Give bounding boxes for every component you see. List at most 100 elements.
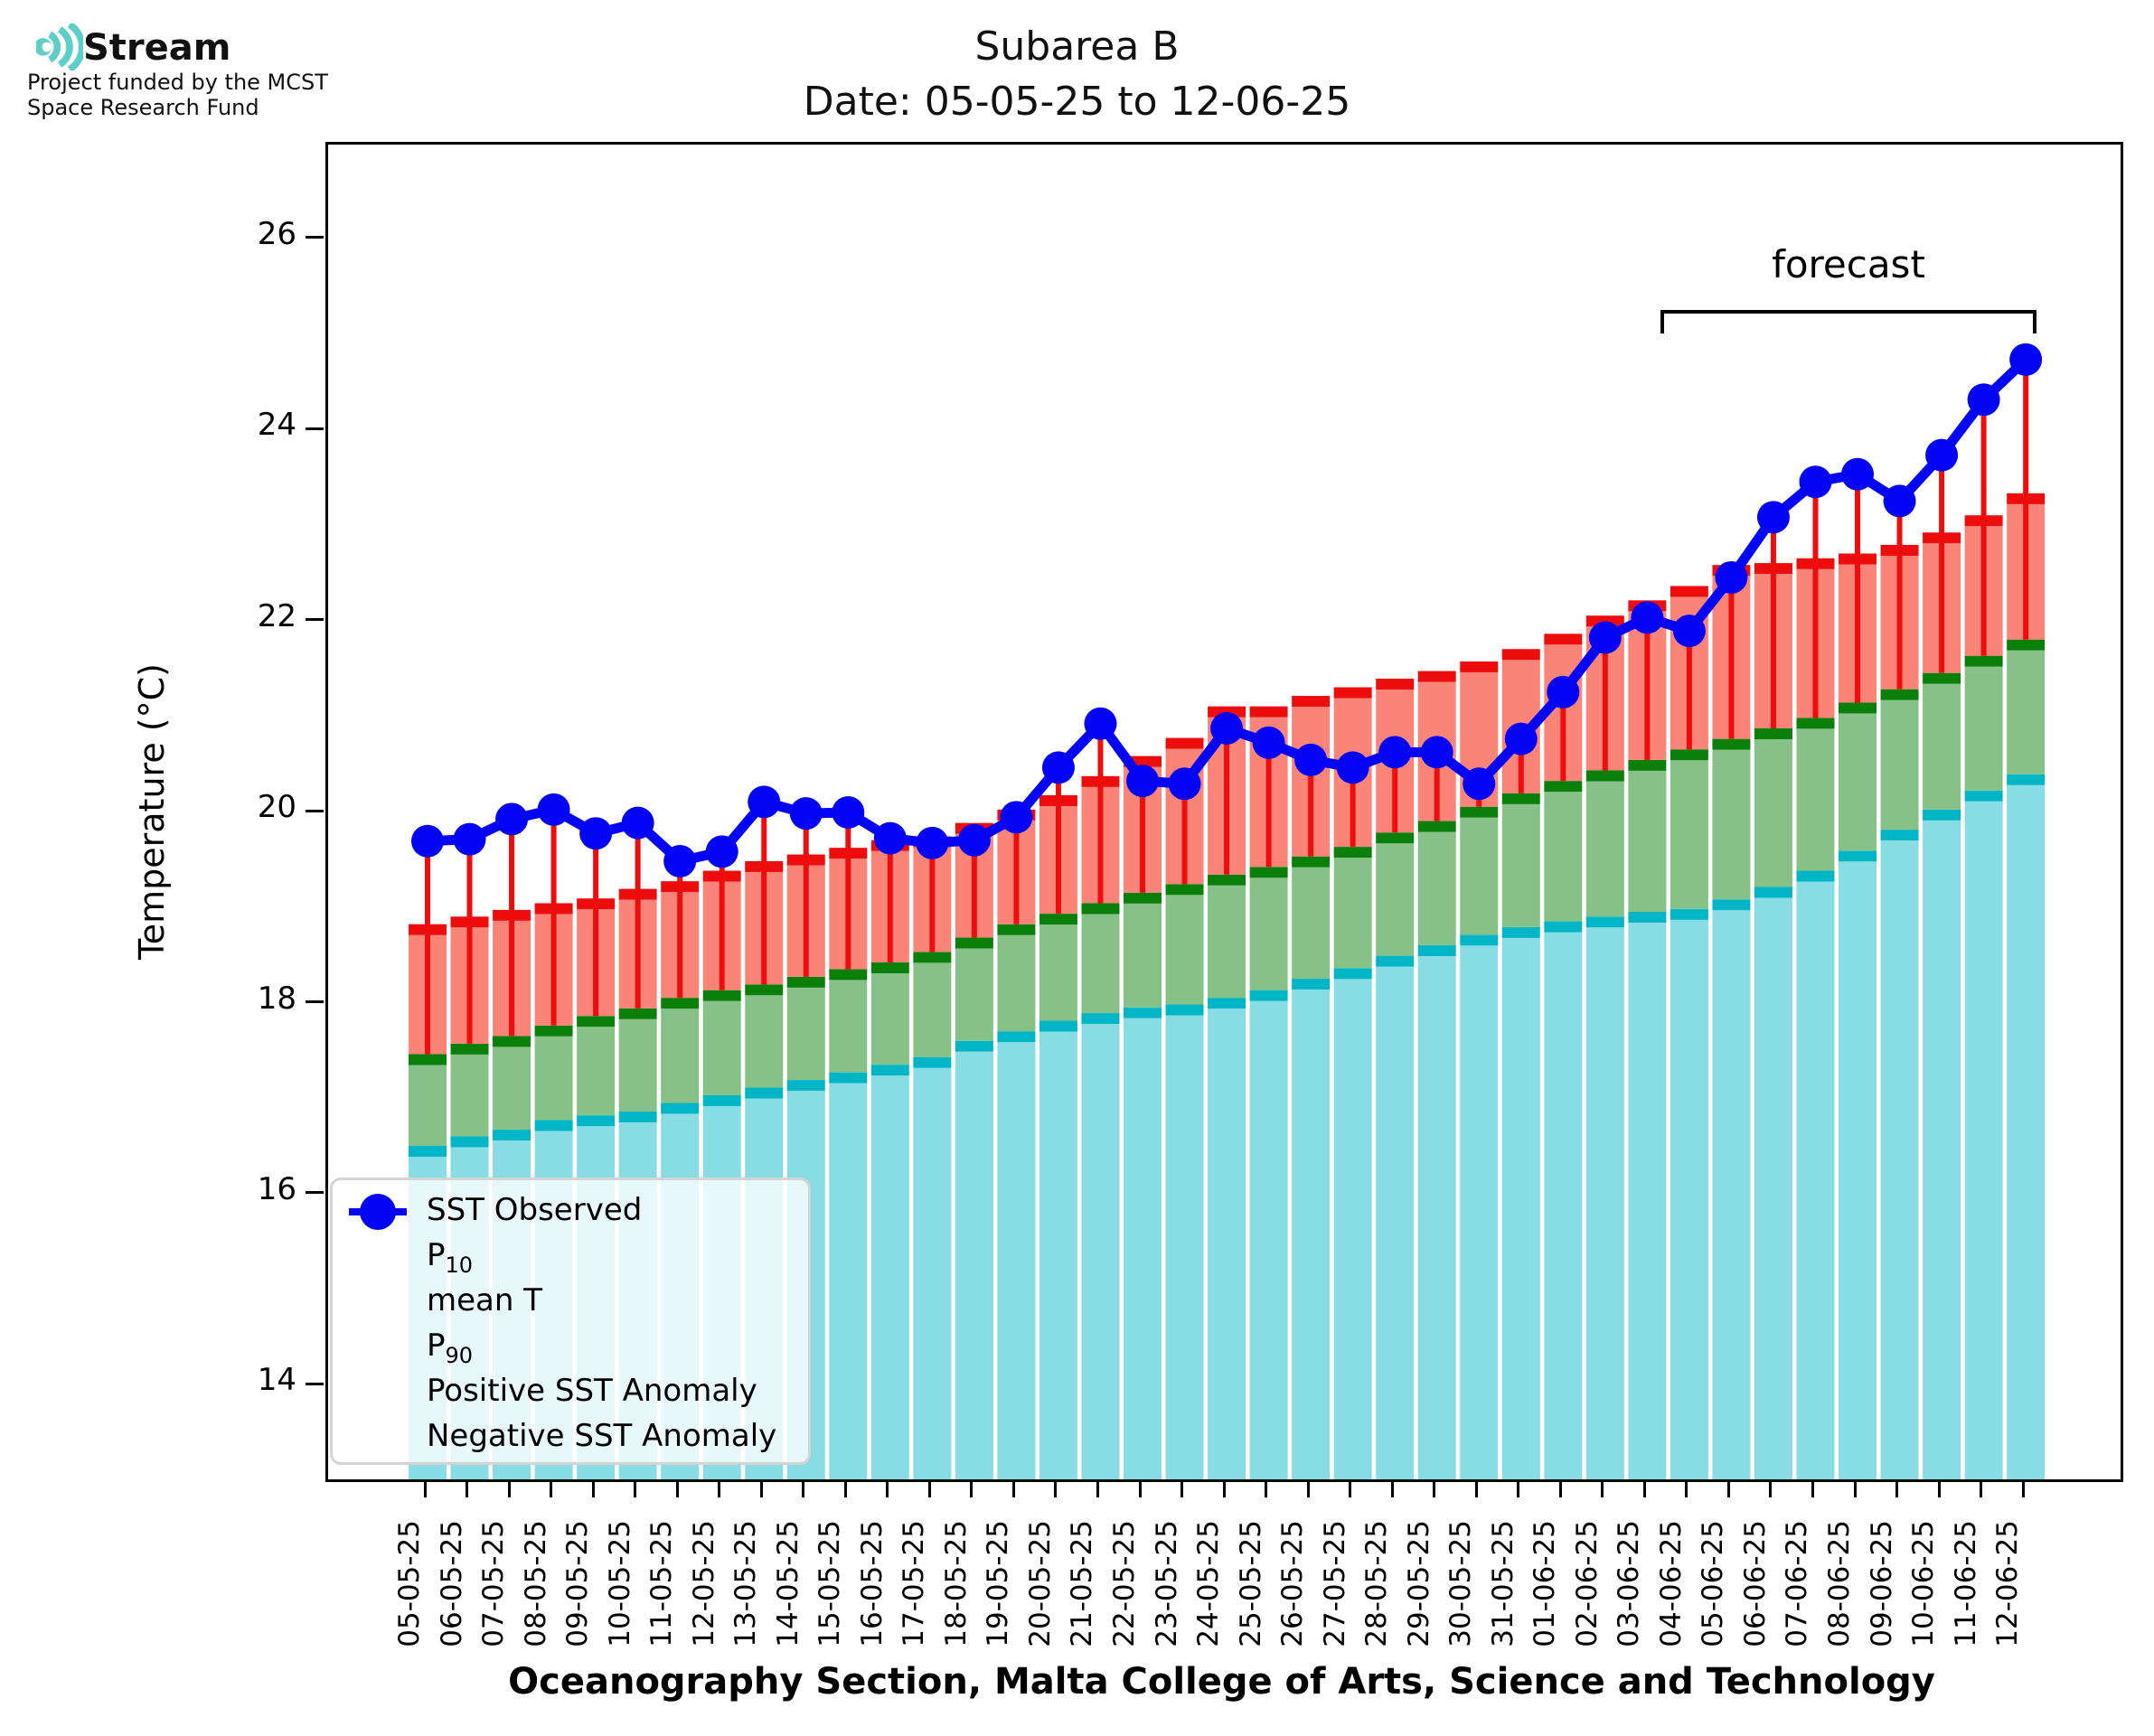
- bar-cap-mean: [1039, 914, 1077, 925]
- bar-cap-mean: [1081, 903, 1120, 915]
- bar-segment-mean: [661, 1009, 700, 1103]
- bar-segment-p10: [829, 1083, 868, 1479]
- bar-cap-mean: [1292, 856, 1331, 868]
- bar-segment-p10: [1165, 1015, 1204, 1479]
- sst-observed-marker: [1883, 484, 1916, 518]
- bar-segment-mean: [1585, 781, 1624, 917]
- bar-segment-mean: [745, 995, 784, 1088]
- sst-observed-marker: [1672, 615, 1706, 648]
- bar-cap-mean: [829, 969, 868, 981]
- bar-segment-mean: [1376, 843, 1415, 956]
- logo-tagline-line2: Space Research Fund: [27, 94, 259, 120]
- bar-segment-mean: [1208, 885, 1246, 999]
- bar-cap-p10: [702, 1094, 741, 1106]
- bar-cap-p10: [2007, 774, 2046, 785]
- bar-cap-p10: [1839, 850, 1877, 862]
- bar-segment-mean: [1501, 803, 1540, 927]
- sst-observed-marker: [1504, 722, 1538, 755]
- x-axis-tick: [1011, 1479, 1015, 1497]
- bar-cap-p10: [450, 1136, 489, 1148]
- chart-title: Subarea B Date: 05-05-25 to 12-06-25: [0, 20, 2154, 129]
- x-axis-tick: [507, 1479, 511, 1497]
- x-tick-label: 05-06-25: [1697, 1520, 1730, 1647]
- sst-observed-marker: [916, 826, 949, 859]
- x-tick-label: 18-05-25: [939, 1520, 973, 1647]
- x-tick-label: 21-05-25: [1066, 1520, 1099, 1647]
- bar-segment-mean: [1039, 924, 1077, 1021]
- bar-segment-p10: [1712, 910, 1751, 1479]
- bar-cap-p10: [1292, 978, 1331, 990]
- x-tick-label: 01-06-25: [1528, 1520, 1562, 1647]
- bar-cap-p10: [745, 1087, 784, 1099]
- chart-title-line2: Date: 05-05-25 to 12-06-25: [803, 78, 1351, 125]
- bar-cap-p10: [493, 1130, 531, 1141]
- bar-cap-p10: [1081, 1013, 1120, 1025]
- positive-anomaly-swatch-icon: [349, 1379, 407, 1406]
- bar-segment-mean: [534, 1036, 573, 1121]
- bar-segment-mean: [1964, 666, 2003, 791]
- sst-observed-marker: [1041, 751, 1075, 784]
- bar-segment-mean: [2007, 650, 2046, 774]
- bar-segment-mean: [577, 1027, 616, 1116]
- bar-cap-p10: [870, 1065, 909, 1076]
- bar-cap-p90: [1544, 633, 1583, 645]
- x-tick-label: 24-05-25: [1192, 1520, 1226, 1647]
- x-axis-tick: [1180, 1479, 1184, 1497]
- bar-segment-p10: [1880, 840, 1919, 1479]
- x-tick-label: 31-05-25: [1486, 1520, 1519, 1647]
- bar-segment-mean: [1417, 831, 1456, 945]
- sst-observed-marker: [2009, 343, 2043, 376]
- bar-cap-mean: [1670, 749, 1708, 761]
- sst-observed-marker: [873, 821, 907, 855]
- bar-cap-p10: [1376, 955, 1415, 967]
- stream-wave-icon: [36, 23, 83, 70]
- bar-cap-mean: [745, 984, 784, 996]
- x-axis-tick: [1349, 1479, 1352, 1497]
- sst-observed-marker: [1000, 801, 1033, 834]
- bar-cap-p10: [1460, 934, 1499, 946]
- x-tick-label: 16-05-25: [855, 1520, 889, 1647]
- x-axis-tick: [1138, 1479, 1142, 1497]
- legend-row-sst-observed: SST Observed: [349, 1189, 808, 1234]
- bar-cap-p90: [1249, 706, 1288, 718]
- x-tick-label: 11-05-25: [645, 1520, 679, 1647]
- bar-cap-mean: [493, 1036, 531, 1047]
- x-tick-label: 07-06-25: [1781, 1520, 1814, 1647]
- x-axis-tick: [1769, 1479, 1773, 1497]
- y-tick-label: 16: [257, 1170, 296, 1207]
- y-axis-label: Temperature (°C): [132, 663, 172, 960]
- x-axis-tick: [843, 1479, 847, 1497]
- bar-cap-p10: [1670, 908, 1708, 920]
- y-tick-label: 22: [257, 597, 296, 634]
- x-tick-label: 29-05-25: [1402, 1520, 1435, 1647]
- x-axis-tick: [1222, 1479, 1226, 1497]
- x-tick-label: 19-05-25: [982, 1520, 1015, 1647]
- sst-observed-marker: [1756, 501, 1790, 534]
- bar-segment-mean: [870, 973, 909, 1065]
- bar-cap-p10: [534, 1120, 573, 1131]
- bar-cap-mean: [955, 937, 993, 949]
- bar-segment-p10: [1839, 861, 1877, 1479]
- x-tick-label: 25-05-25: [1234, 1520, 1267, 1647]
- bar-segment-p10: [1460, 945, 1499, 1479]
- legend-row-positive-anomaly: Positive SST Anomaly: [349, 1370, 808, 1415]
- bar-cap-p10: [997, 1031, 1036, 1043]
- bar-cap-mean: [1544, 781, 1583, 793]
- bar-segment-p10: [1333, 979, 1372, 1479]
- x-axis-tick: [718, 1479, 721, 1497]
- x-tick-label: 14-05-25: [771, 1520, 804, 1647]
- bar-segment-mean: [1333, 858, 1372, 969]
- y-tick-label: 20: [257, 789, 296, 826]
- bar-segment-p10: [1585, 927, 1624, 1479]
- x-axis-tick: [675, 1479, 679, 1497]
- y-tick-label: 26: [257, 215, 296, 252]
- x-axis-tick: [1601, 1479, 1604, 1497]
- bar-cap-mean: [870, 962, 909, 974]
- bar-segment-p10: [1670, 919, 1708, 1479]
- bar-segment-mean: [1839, 713, 1877, 851]
- bar-cap-mean: [1417, 821, 1456, 832]
- logo-tagline: Project funded by the MCST Space Researc…: [27, 70, 328, 120]
- bar-cap-p90: [1501, 649, 1540, 661]
- x-axis-tick: [1306, 1479, 1310, 1497]
- chart-title-line1: Subarea B: [974, 23, 1180, 70]
